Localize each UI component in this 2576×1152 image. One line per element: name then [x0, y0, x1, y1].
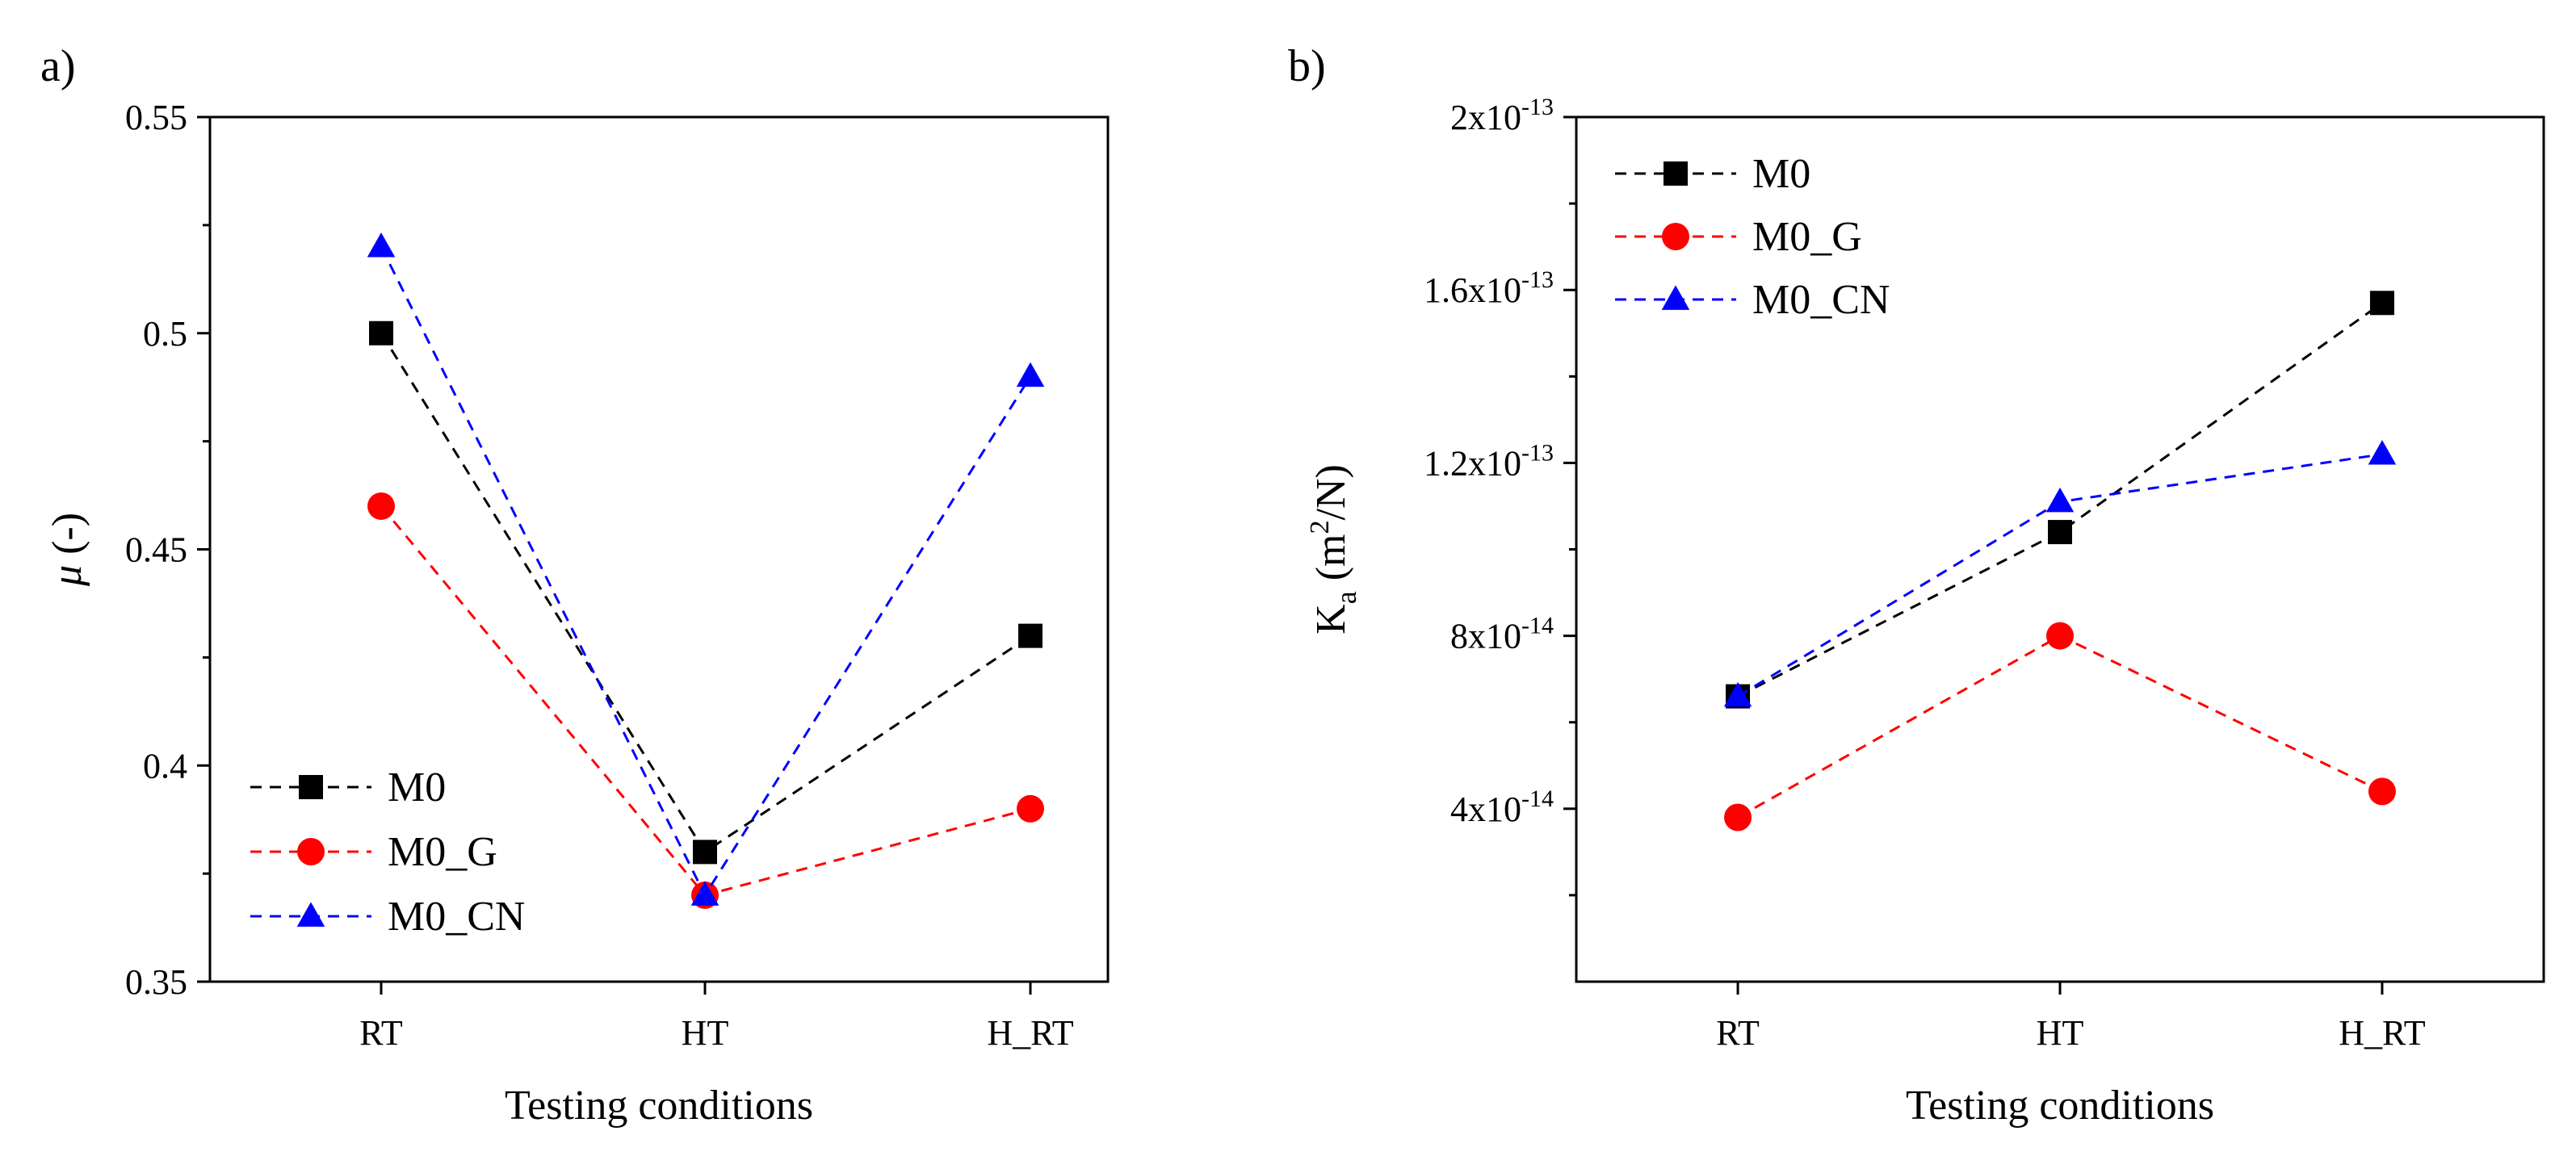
legend-label: M0: [1752, 151, 1810, 197]
tick-mantissa: 2x10: [1450, 98, 1521, 137]
tick-mantissa: 1.6x10: [1424, 270, 1521, 310]
legend-label: M0_G: [1752, 214, 1862, 260]
tick-mantissa: 8x10: [1450, 617, 1521, 656]
series-m0-cn: [1723, 440, 2397, 707]
legend-label: M0_CN: [388, 894, 525, 940]
legend-marker: [1661, 285, 1690, 310]
y-axis-title: Ka (m2/N): [1305, 464, 1362, 635]
y-tick-label: 0.45: [125, 530, 187, 570]
ylabel-unit-superscript: 2: [1305, 521, 1335, 534]
data-point: [2046, 622, 2074, 650]
tick-exponent: -14: [1521, 613, 1554, 639]
legend-marker: [299, 775, 323, 799]
data-point: [369, 320, 393, 346]
tick-exponent: -14: [1521, 785, 1554, 812]
y-tick-label: 1.2x10-13: [1424, 439, 1554, 483]
data-point: [367, 492, 395, 520]
ylabel-subscript: a: [1330, 591, 1362, 604]
y-tick-label: 0.35: [125, 962, 187, 1002]
x-axis-title: Testing conditions: [1906, 1083, 2214, 1129]
series-line: [1737, 634, 2383, 819]
panel-b: b)4x10-148x10-141.2x10-131.6x10-132x10-1…: [1288, 41, 2545, 1129]
data-point: [2369, 291, 2394, 316]
y-tick-label: 4x10-14: [1450, 785, 1554, 829]
legend-label: M0: [388, 765, 446, 811]
ylabel-unit-open: (m: [1308, 534, 1354, 592]
data-point: [2368, 440, 2397, 465]
legend-marker: [297, 838, 325, 865]
legend-entry: M0_G: [250, 829, 497, 875]
data-point: [693, 840, 717, 865]
x-tick-label: H_RT: [987, 1013, 1073, 1053]
data-point: [2368, 777, 2396, 806]
y-tick-label: 0.55: [125, 98, 187, 137]
plot-frame: [208, 115, 1110, 983]
tick-exponent: -13: [1521, 94, 1554, 120]
series-m0-cn: [367, 232, 1045, 906]
tick-exponent: -13: [1521, 439, 1554, 466]
y-axis-title: μ (-): [44, 513, 90, 587]
legend-label: M0_CN: [1752, 277, 1890, 323]
series-m0: [369, 320, 1043, 865]
data-point: [1016, 362, 1045, 387]
series-line: [380, 332, 1031, 854]
ylabel-main: K: [1308, 604, 1354, 635]
data-point: [1723, 681, 1752, 707]
plot-frame: [1575, 115, 2545, 983]
legend-entry: M0_CN: [1615, 277, 1890, 323]
panel-a: a) 0.35 0.4 0.45 0.5 0.55 RT HT H_RT Testing cond…: [40, 41, 1110, 1129]
data-point: [2045, 487, 2075, 513]
series-line: [380, 245, 1032, 898]
panel-label: b): [1288, 41, 1326, 91]
ylabel-symbol: μ: [44, 565, 90, 587]
data-point: [1018, 623, 1043, 648]
x-tick-label: RT: [1716, 1013, 1760, 1053]
legend-marker: [1662, 223, 1689, 250]
legend-entry: M0_CN: [250, 894, 525, 940]
series-m0-g: [1724, 622, 2396, 832]
legend-entry: M0: [250, 765, 446, 811]
data-point: [2048, 520, 2072, 545]
legend-label: M0_G: [388, 829, 497, 875]
tick-mantissa: 1.2x10: [1424, 443, 1521, 483]
y-tick-label: 0.4: [143, 746, 187, 785]
x-tick-label: HT: [682, 1013, 729, 1053]
y-tick-label: 2x10-13: [1450, 94, 1554, 137]
x-axis-title: Testing conditions: [505, 1083, 813, 1129]
data-point: [1724, 803, 1752, 832]
legend-marker: [296, 902, 325, 927]
x-tick-label: HT: [2037, 1013, 2084, 1053]
tick-exponent: -13: [1521, 266, 1554, 293]
legend-entry: M0: [1615, 151, 1810, 197]
data-point: [1017, 794, 1044, 823]
series-line: [1737, 302, 2383, 697]
y-tick-label: 1.6x10-13: [1424, 266, 1554, 310]
data-point: [690, 881, 720, 906]
panel-label: a): [40, 41, 76, 91]
x-tick-label: RT: [359, 1013, 403, 1053]
y-tick-label: 0.5: [143, 314, 187, 354]
tick-mantissa: 4x10: [1450, 790, 1521, 829]
legend-marker: [1663, 161, 1688, 186]
x-tick-label: H_RT: [2339, 1013, 2425, 1053]
ylabel-suffix: (-): [44, 513, 90, 565]
data-point: [367, 232, 396, 258]
y-tick-label: 8x10-14: [1450, 613, 1554, 656]
ylabel-unit-close: /N): [1308, 464, 1354, 520]
legend-entry: M0_G: [1615, 214, 1862, 260]
